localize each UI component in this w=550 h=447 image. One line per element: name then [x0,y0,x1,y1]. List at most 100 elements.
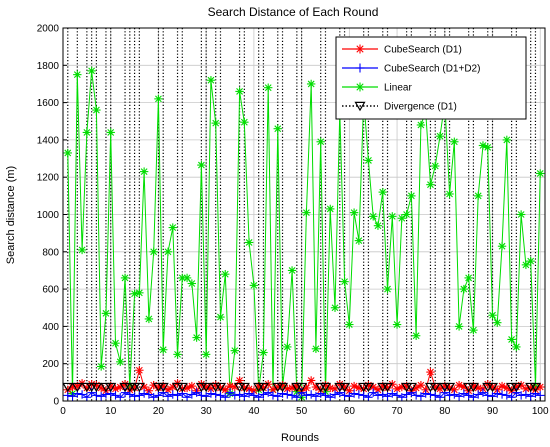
data-point [407,191,416,201]
data-point [402,210,411,219]
y-tick-label: 1400 [37,135,60,146]
divergence-marker [71,382,83,393]
data-point [359,391,368,400]
data-point [135,391,144,400]
data-point [364,393,373,402]
divergence-marker [257,382,269,393]
data-point [493,389,502,398]
data-point [159,345,168,354]
data-point [326,204,335,214]
legend-entry: Linear [384,83,412,94]
data-point [440,388,449,397]
data-point [306,376,316,385]
data-point [421,389,430,398]
data-point [354,390,364,399]
data-point [216,312,225,322]
data-point [168,223,177,232]
data-point [273,124,282,133]
data-point [426,367,435,377]
data-point [507,393,516,402]
data-point [306,79,316,89]
data-point [111,391,120,400]
data-point [244,389,254,398]
y-tick-label: 1200 [37,173,60,184]
divergence-marker [157,382,169,393]
divergence-marker [339,382,351,393]
data-point [96,362,106,371]
data-point [111,338,120,348]
data-point [364,156,373,165]
data-point [149,247,158,256]
data-point [297,388,306,397]
data-point [454,392,464,401]
series-line [67,70,541,399]
data-point [335,388,344,397]
divergence-marker [362,382,374,393]
data-point [464,273,473,283]
legend-marker [355,82,365,92]
divergence-marker [296,382,308,393]
data-point [469,325,478,335]
data-point [497,242,507,251]
data-point [373,221,383,230]
data-point [383,284,392,294]
data-point [206,76,216,85]
data-point [283,390,292,399]
divergence-marker [238,382,250,393]
y-tick-label: 1600 [37,98,60,109]
data-point [321,391,330,400]
x-tick-label: 10 [105,406,117,417]
data-point [187,279,197,288]
data-point [244,238,254,247]
data-point [240,392,249,401]
data-point [431,161,440,171]
data-point [426,180,435,189]
data-point [216,391,225,400]
data-point [197,391,206,400]
data-point [182,273,192,283]
data-point [197,160,206,170]
series-cubesearch-d1-d2 [63,388,545,402]
data-point [116,357,125,367]
data-point [287,383,297,393]
data-point [264,83,273,92]
data-point [416,392,426,401]
data-point [349,208,359,217]
x-tick-label: 40 [248,406,260,417]
data-point [211,118,220,128]
data-point [221,269,230,279]
data-point [368,212,378,221]
data-point [87,388,96,397]
data-point [473,191,483,201]
y-tick-label: 200 [42,359,59,370]
data-point [388,212,397,221]
data-point [469,393,478,402]
data-point [221,393,230,402]
data-point [82,393,92,402]
data-point [302,391,311,400]
data-point [536,382,545,392]
x-tick-label: 90 [487,406,499,417]
data-point [349,389,359,398]
data-point [368,388,378,397]
data-point [87,66,96,76]
data-point [483,143,492,152]
data-point [521,260,531,270]
data-point [445,189,454,199]
data-point [139,167,149,176]
data-point [273,392,282,401]
chart-title: Search Distance of Each Round [208,5,379,19]
data-point [526,392,535,401]
data-point [283,342,292,352]
y-tick-label: 400 [42,322,59,333]
y-tick-label: 0 [53,397,59,408]
data-point [230,346,240,355]
data-point [149,393,158,402]
data-point [192,388,201,397]
data-point [96,392,106,401]
data-point [201,350,211,359]
data-point [516,391,526,400]
data-point [144,314,154,324]
data-point [431,391,440,400]
data-point [502,135,512,145]
